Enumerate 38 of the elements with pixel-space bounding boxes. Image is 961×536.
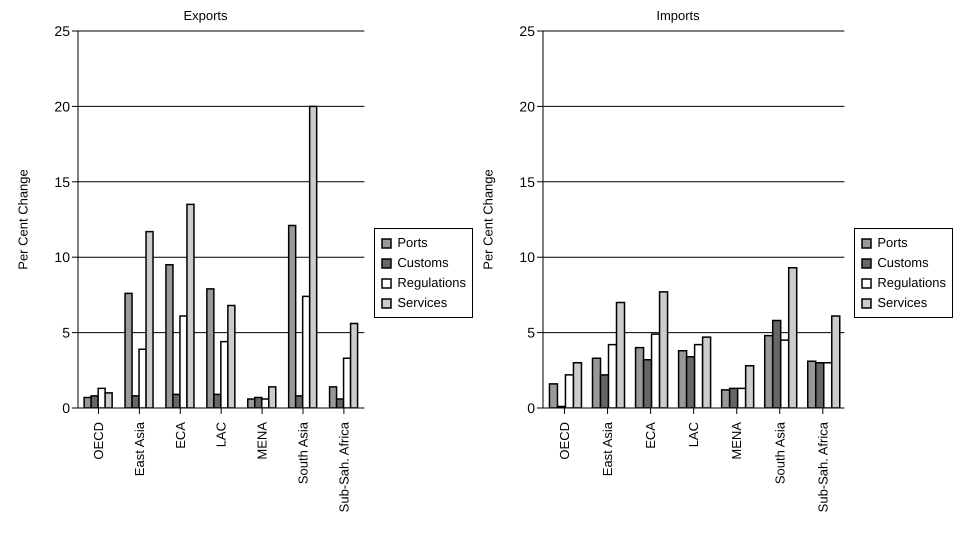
x-tick-label: MENA — [729, 422, 744, 460]
x-tick-label: LAC — [686, 422, 702, 448]
legend-label: Services — [877, 294, 928, 312]
y-axis-title: Per Cent Change — [16, 169, 31, 270]
x-tick-label: ECA — [643, 422, 658, 449]
y-tick-label: 15 — [519, 174, 536, 190]
chart-title: Exports — [182, 8, 229, 23]
legend-label: Ports — [877, 234, 908, 252]
x-tick-label: East Asia — [600, 421, 616, 476]
chart-title: Imports — [655, 8, 701, 23]
y-tick-label: 10 — [54, 249, 70, 266]
legend-label: Services — [397, 294, 448, 312]
y-tick-label: 5 — [62, 324, 70, 341]
y-tick-label: 5 — [527, 324, 536, 341]
x-tick-label: South Asia — [772, 421, 788, 484]
x-tick-label: MENA — [254, 422, 270, 460]
y-tick-label: 25 — [519, 22, 536, 39]
x-tick-label: Sub-Sah. Africa — [336, 421, 352, 512]
x-tick-label: South Asia — [295, 421, 310, 484]
y-tick-label: 15 — [54, 174, 70, 190]
x-tick-label: LAC — [214, 422, 229, 448]
x-tick-label: East Asia — [132, 421, 147, 476]
y-tick-label: 0 — [62, 400, 70, 416]
y-tick-label: 20 — [519, 98, 536, 114]
legend-label: Customs — [877, 254, 929, 272]
y-tick-label: 0 — [527, 400, 536, 416]
legend-label: Regulations — [397, 274, 466, 292]
x-tick-label: Sub-Sah. Africa — [815, 421, 830, 512]
y-tick-label: 10 — [519, 249, 536, 266]
legend-label: Regulations — [877, 274, 946, 292]
y-axis-title: Per Cent Change — [480, 169, 496, 270]
y-tick-label: 20 — [54, 98, 70, 114]
legend-label: Ports — [397, 234, 428, 252]
legend-label: Customs — [397, 254, 449, 272]
x-tick-label: OECD — [90, 422, 106, 460]
y-tick-label: 25 — [54, 22, 70, 39]
x-tick-label: OECD — [557, 422, 572, 460]
x-tick-label: ECA — [172, 422, 188, 449]
